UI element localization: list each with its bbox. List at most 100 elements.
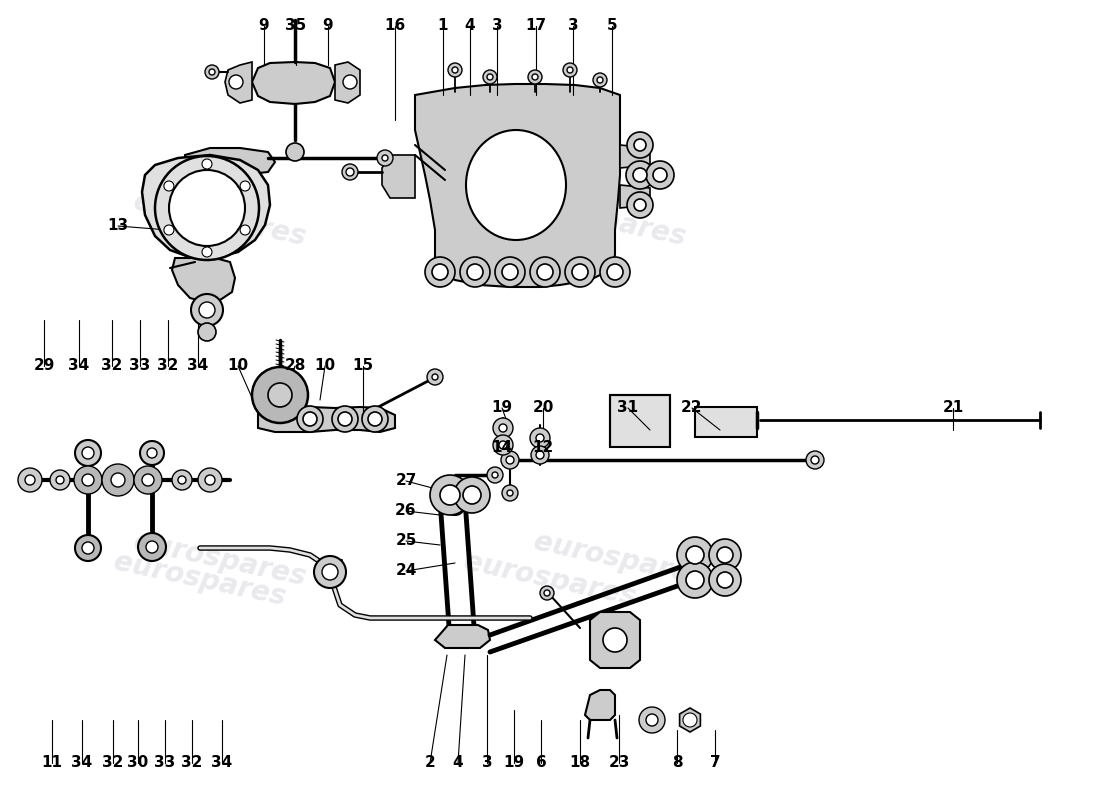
Polygon shape — [142, 155, 270, 258]
Circle shape — [342, 164, 358, 180]
Polygon shape — [336, 62, 360, 103]
Circle shape — [297, 406, 323, 432]
Circle shape — [646, 714, 658, 726]
Text: 33: 33 — [130, 358, 151, 373]
Circle shape — [468, 264, 483, 280]
Circle shape — [111, 473, 125, 487]
Circle shape — [25, 475, 35, 485]
Circle shape — [565, 257, 595, 287]
Circle shape — [198, 468, 222, 492]
Circle shape — [169, 170, 245, 246]
Circle shape — [74, 466, 102, 494]
Circle shape — [432, 374, 438, 380]
Text: 25: 25 — [395, 533, 417, 548]
Circle shape — [499, 441, 507, 449]
Polygon shape — [252, 62, 336, 104]
Circle shape — [710, 564, 741, 596]
Polygon shape — [382, 155, 415, 198]
Circle shape — [18, 468, 42, 492]
Circle shape — [440, 485, 460, 505]
Circle shape — [75, 535, 101, 561]
Polygon shape — [680, 708, 701, 732]
Circle shape — [566, 67, 573, 73]
Circle shape — [82, 474, 94, 486]
Circle shape — [532, 74, 538, 80]
Text: 10: 10 — [315, 358, 336, 373]
Circle shape — [627, 192, 653, 218]
Circle shape — [499, 424, 507, 432]
Ellipse shape — [466, 130, 566, 240]
Text: 3: 3 — [568, 18, 579, 33]
Circle shape — [50, 470, 70, 490]
Polygon shape — [258, 405, 395, 432]
Circle shape — [199, 302, 214, 318]
Text: 3: 3 — [492, 18, 503, 33]
Text: 29: 29 — [33, 358, 55, 373]
Circle shape — [676, 562, 713, 598]
Circle shape — [603, 628, 627, 652]
Circle shape — [425, 257, 455, 287]
Circle shape — [607, 264, 623, 280]
Text: 28: 28 — [284, 358, 306, 373]
Polygon shape — [620, 185, 650, 208]
Bar — [318, 560, 342, 572]
Circle shape — [240, 181, 250, 191]
Circle shape — [530, 428, 550, 448]
Circle shape — [493, 435, 513, 455]
Circle shape — [717, 572, 733, 588]
Circle shape — [446, 495, 465, 515]
Text: eurospares: eurospares — [531, 528, 708, 592]
Circle shape — [286, 143, 304, 161]
Circle shape — [202, 159, 212, 169]
Polygon shape — [620, 145, 650, 168]
Circle shape — [202, 247, 212, 257]
Circle shape — [544, 590, 550, 596]
Circle shape — [639, 707, 665, 733]
Circle shape — [191, 294, 223, 326]
Bar — [610, 395, 670, 447]
Circle shape — [454, 477, 490, 513]
Circle shape — [209, 69, 214, 75]
Text: 11: 11 — [42, 755, 63, 770]
Text: 10: 10 — [228, 358, 249, 373]
Text: 8: 8 — [672, 755, 682, 770]
Text: 4: 4 — [453, 755, 463, 770]
Circle shape — [382, 155, 388, 161]
Circle shape — [806, 451, 824, 469]
Text: 32: 32 — [102, 755, 123, 770]
Circle shape — [563, 63, 578, 77]
Circle shape — [322, 564, 338, 580]
Circle shape — [432, 264, 448, 280]
Circle shape — [537, 264, 553, 280]
Circle shape — [500, 451, 519, 469]
Circle shape — [252, 367, 308, 423]
Text: 6: 6 — [536, 755, 547, 770]
Circle shape — [332, 406, 358, 432]
Circle shape — [463, 486, 481, 504]
Text: eurospares: eurospares — [131, 188, 309, 252]
Circle shape — [302, 412, 317, 426]
Circle shape — [646, 161, 674, 189]
Text: 32: 32 — [101, 358, 123, 373]
Circle shape — [229, 75, 243, 89]
Text: 4: 4 — [464, 18, 475, 33]
Circle shape — [506, 456, 514, 464]
Circle shape — [377, 150, 393, 166]
Circle shape — [314, 556, 346, 588]
Circle shape — [632, 168, 647, 182]
Circle shape — [676, 537, 713, 573]
Circle shape — [362, 406, 388, 432]
Circle shape — [600, 257, 630, 287]
Text: 1: 1 — [438, 18, 449, 33]
Circle shape — [82, 447, 94, 459]
Circle shape — [56, 476, 64, 484]
Circle shape — [452, 67, 458, 73]
Text: 27: 27 — [395, 473, 417, 488]
Circle shape — [811, 456, 819, 464]
Circle shape — [198, 323, 216, 341]
Circle shape — [483, 70, 497, 84]
Polygon shape — [172, 258, 235, 302]
Circle shape — [205, 65, 219, 79]
Text: 23: 23 — [608, 755, 629, 770]
Circle shape — [346, 168, 354, 176]
